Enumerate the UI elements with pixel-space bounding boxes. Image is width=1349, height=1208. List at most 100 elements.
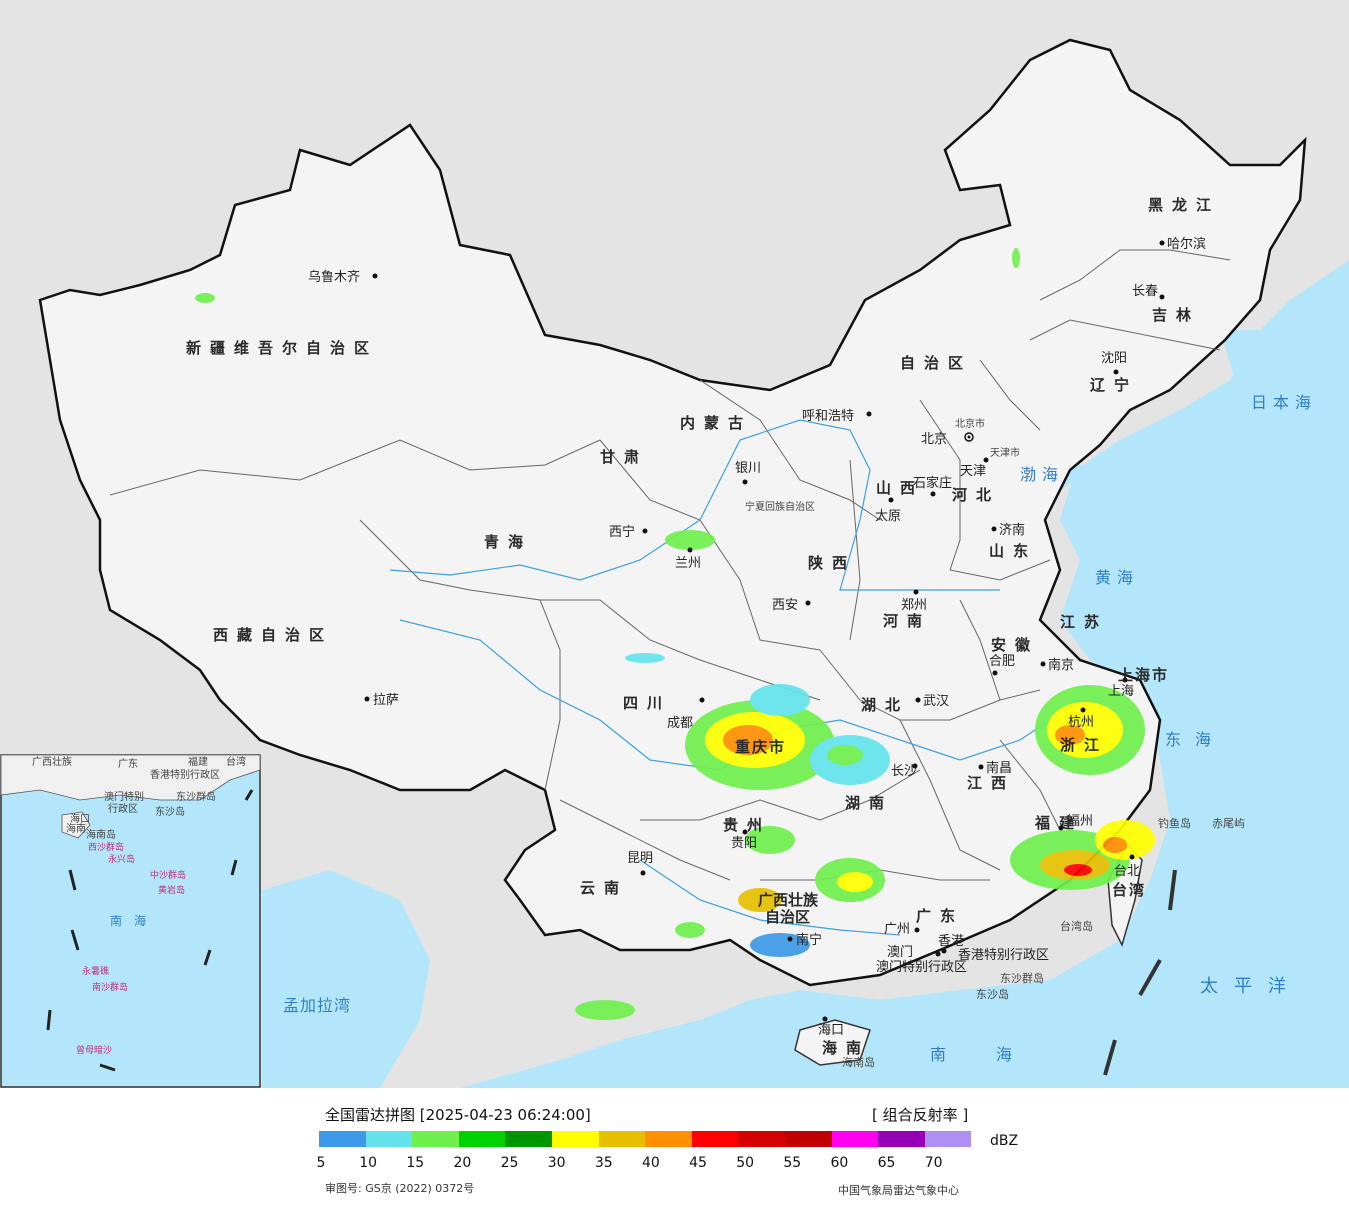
province-label: 内蒙古 [680, 414, 752, 432]
inset-label: 广西壮族 [32, 755, 72, 768]
province-label: 新疆维吾尔自治区 [186, 339, 378, 357]
city-label: 沈阳 [1101, 351, 1127, 366]
city-label: 长春 [1132, 284, 1158, 299]
province-label: 陕西 [808, 554, 856, 572]
province-label: 山西 [876, 479, 924, 497]
echo-gansu [665, 530, 715, 550]
city-marker [742, 829, 748, 835]
color-scale-tick: 5 [316, 1155, 326, 1171]
color-scale-tick: 55 [783, 1155, 802, 1171]
province-label: 云南 [580, 879, 628, 897]
inset-label: 东沙岛 [155, 805, 185, 818]
city-marker [983, 457, 989, 463]
color-swatch [924, 1131, 972, 1147]
sea-label: 南海 [930, 1045, 1062, 1064]
echo-north-chongqing [750, 684, 810, 716]
inset-mainland [0, 754, 261, 801]
province-label: 黑龙江 [1148, 196, 1220, 214]
province-label: 海南 [822, 1039, 870, 1057]
city-label: 天津 [960, 464, 986, 479]
province-label: 台湾 [1112, 881, 1146, 899]
city-label: 杭州 [1068, 715, 1094, 730]
color-scale-tick: 10 [359, 1155, 378, 1171]
inset-label: 行政区 [108, 802, 138, 815]
city-marker [978, 764, 984, 770]
inset-label: 南海 [110, 913, 158, 928]
city-label: 拉萨 [373, 693, 399, 708]
city-marker [742, 479, 748, 485]
echo-nemongol [1012, 248, 1020, 268]
china-radar-map: 新疆维吾尔自治区 西藏自治区 青海 甘肃 内蒙古 自治区 四川 云南 贵州 广西… [0, 0, 1349, 1088]
color-swatch [738, 1131, 785, 1147]
province-label: 重庆市 [735, 738, 786, 756]
city-label: 太原 [875, 509, 901, 524]
province-borders [109, 249, 1231, 881]
echo-guangxi-west [738, 888, 782, 912]
color-swatch [598, 1131, 646, 1147]
inset-frame [0, 754, 261, 1088]
city-marker [805, 600, 811, 606]
province-label: 香港特别行政区 [958, 948, 1049, 963]
city-marker [941, 948, 947, 954]
city-marker [991, 526, 997, 532]
echo-hubei-core [827, 745, 863, 765]
color-swatch [645, 1131, 692, 1147]
city-label: 银川 [735, 461, 761, 476]
color-scale-tick: 60 [830, 1155, 849, 1171]
echo-sichuan-west [625, 653, 665, 663]
echo-fujian-core [1064, 864, 1092, 876]
city-marker [642, 528, 648, 534]
city-marker [372, 273, 378, 279]
inset-label: 永兴岛 [108, 853, 135, 865]
color-scale-tick: 35 [594, 1155, 613, 1171]
city-marker [822, 1016, 828, 1022]
echo-guizhou [745, 826, 795, 854]
sea-label: 渤海 [1020, 465, 1064, 484]
city-marker [1159, 240, 1165, 246]
city-marker [888, 497, 894, 503]
city-label: 台北 [1114, 864, 1140, 879]
inset-label: 西沙群岛 [88, 841, 124, 853]
city-label: 乌鲁木齐 [308, 269, 360, 285]
city-marker [1040, 661, 1046, 667]
city-marker [787, 936, 793, 942]
city-marker [1159, 294, 1165, 300]
province-label: 贵州 [723, 816, 771, 834]
color-scale-tick: 15 [406, 1155, 425, 1171]
color-scale-tick: 25 [500, 1155, 519, 1171]
color-scale-tick: 30 [547, 1155, 566, 1171]
province-label: 安徽 [991, 636, 1039, 654]
city-marker [640, 870, 646, 876]
city-marker [964, 432, 974, 442]
color-swatch [784, 1131, 832, 1147]
inset-label: 东沙群岛 [176, 790, 216, 803]
city-marker [913, 589, 919, 595]
city-marker [1122, 677, 1128, 683]
ocean-japan-sea [1220, 300, 1349, 480]
city-marker [914, 927, 920, 933]
color-swatch [319, 1131, 366, 1147]
city-label: 长沙 [891, 764, 917, 779]
color-swatch [412, 1131, 459, 1147]
city-marker [912, 763, 918, 769]
city-marker [866, 411, 872, 417]
data-credit: 中国气象局雷达气象中心 [838, 1184, 959, 1197]
city-marker [935, 951, 941, 957]
province-label: 山东 [989, 542, 1037, 560]
color-scale-bar [319, 1131, 972, 1147]
echo-guangxi-core [837, 872, 873, 892]
ocean-bay-of-bengal [262, 870, 430, 1088]
island-label: 钓鱼岛 [1158, 816, 1191, 830]
color-swatch [691, 1131, 739, 1147]
echo-east-sea [1095, 820, 1155, 860]
inset-label: 广东 [118, 757, 138, 770]
province-label: 北京市 [955, 417, 985, 430]
city-marker [364, 696, 370, 702]
city-label: 北京 [921, 432, 947, 447]
south-china-sea-inset: 广西壮族 广东 福建 台湾 香港特别行政区 澳门特别 行政区 东沙群岛 东沙岛 … [0, 754, 261, 1088]
province-label: 江西 [967, 774, 1015, 792]
city-label: 合肥 [989, 654, 1015, 669]
province-label: 广西壮族 [758, 891, 819, 909]
map-approval-number: 审图号: GS京 (2022) 0372号 [325, 1182, 475, 1195]
city-label: 福州 [1067, 814, 1093, 829]
